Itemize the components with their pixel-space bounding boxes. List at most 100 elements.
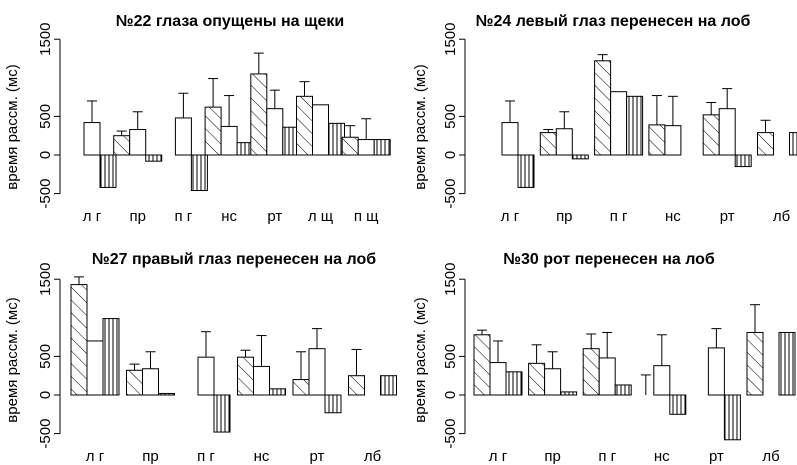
x-tick-label: п г	[175, 208, 193, 225]
x-tick-label: лб	[773, 208, 790, 225]
bar-vertical	[324, 394, 342, 414]
y-tick-label: -500	[442, 419, 459, 449]
panel-4: №30 рот перенесен на лоб время рассм. (м…	[412, 251, 796, 465]
y-tick-label: 1500	[442, 263, 459, 296]
y-axis-label: время рассм. (мс)	[4, 297, 21, 422]
panel-title: №27 правый глаз перенесен на лоб	[92, 251, 376, 268]
bar-diagonal	[702, 114, 720, 156]
bar-vertical	[789, 132, 797, 156]
y-tick-label: 0	[442, 151, 459, 159]
bar-diagonal	[250, 73, 268, 156]
y-axis-label: время рассм. (мс)	[412, 64, 429, 189]
bar-empty	[544, 368, 562, 396]
y-tick-label: 0	[37, 391, 54, 399]
bar-empty	[501, 122, 519, 156]
bar-vertical	[158, 392, 175, 396]
bar-diagonal	[582, 348, 600, 396]
bar-diagonal	[204, 106, 222, 156]
panel-body: -500 0 500 1500 л г пр п г нс рт лб	[442, 23, 797, 225]
bar-vertical	[190, 154, 208, 192]
x-tick-label: п г	[197, 448, 215, 465]
bar-vertical	[373, 139, 391, 156]
bar-vertical	[505, 371, 523, 396]
bar-diagonal	[528, 362, 546, 396]
bar-vertical	[669, 394, 687, 415]
bar-diagonal	[113, 135, 131, 156]
x-tick-label: нс	[254, 448, 270, 465]
x-tick-label: лб	[762, 448, 779, 465]
x-tick-label: нс	[665, 208, 681, 225]
bar-vertical	[380, 375, 397, 396]
bar-diagonal	[126, 369, 143, 396]
bar-vertical	[213, 394, 231, 433]
y-tick-label: 0	[442, 391, 459, 399]
bar-empty	[610, 91, 628, 156]
x-tick-label: рт	[267, 208, 282, 225]
bar-vertical	[99, 154, 117, 188]
bar-empty	[197, 356, 215, 396]
panel-2: №24 левый глаз перенесен на лоб время ра…	[412, 13, 797, 225]
x-tick-label: л г	[489, 448, 508, 465]
y-tick-label: 500	[442, 344, 459, 369]
panel-title: №30 рот перенесен на лоб	[503, 251, 715, 268]
x-tick-label: рт	[709, 448, 724, 465]
bar-diagonal	[341, 136, 359, 156]
bar-diagonal	[539, 132, 557, 156]
bar-empty	[707, 347, 725, 396]
panel-body: -500 0 500 1500 л г пр п г нс рт лб	[442, 263, 796, 465]
x-tick-label: л г	[501, 208, 520, 225]
bar-diagonal	[648, 124, 666, 156]
panel-1: №22 глаза опущены на щеки время рассм. (…	[4, 13, 391, 225]
y-tick-label: 500	[442, 104, 459, 129]
bar-empty	[598, 357, 616, 396]
y-tick-label: 500	[37, 104, 54, 129]
x-tick-label: пр	[142, 448, 158, 465]
y-tick-label: 500	[37, 344, 54, 369]
bar-empty	[664, 125, 682, 156]
bar-diagonal	[237, 356, 254, 396]
bar-empty	[266, 108, 284, 156]
bar-diagonal	[473, 334, 491, 396]
panel-body: -500 0 500 1500 л г пр п г нс рт л щ п щ	[37, 23, 391, 225]
x-tick-label: лб	[364, 448, 381, 465]
bar-empty	[174, 117, 192, 156]
y-tick-label: -500	[442, 179, 459, 209]
y-tick-label: 1500	[37, 23, 54, 56]
bar-empty	[220, 125, 238, 156]
bar-diagonal	[594, 60, 612, 156]
bar-empty	[83, 122, 101, 156]
bar-vertical	[517, 154, 535, 188]
bar-empty	[357, 139, 375, 156]
panel-body: -500 0 500 1500 л г пр п г нс рт лб	[37, 263, 397, 465]
bar-diagonal	[757, 132, 774, 156]
bar-empty	[308, 348, 326, 396]
bar-vertical	[102, 318, 120, 396]
x-tick-label: пр	[129, 208, 145, 225]
x-tick-label: нс	[221, 208, 237, 225]
bar-vertical	[614, 384, 632, 396]
bar-empty	[555, 128, 573, 156]
y-tick-label: 1500	[442, 23, 459, 56]
x-tick-label: п г	[610, 208, 628, 225]
bar-empty	[142, 368, 159, 396]
bar-empty	[653, 365, 671, 396]
bar-diagonal	[746, 331, 764, 396]
bar-vertical	[145, 154, 163, 162]
bar-vertical	[626, 95, 644, 156]
y-tick-label: -500	[37, 419, 54, 449]
x-tick-label: рт	[720, 208, 735, 225]
panel-3: №27 правый глаз перенесен на лоб время р…	[4, 251, 397, 465]
bar-vertical	[778, 331, 796, 396]
bar-vertical	[560, 391, 578, 396]
x-tick-label: пр	[556, 208, 572, 225]
x-tick-label: л г	[86, 448, 105, 465]
x-tick-label: л щ	[308, 208, 333, 225]
bar-vertical	[571, 154, 589, 160]
x-tick-label: л г	[83, 208, 102, 225]
x-tick-label: нс	[654, 448, 670, 465]
bar-diagonal	[296, 95, 313, 156]
bar-empty	[312, 104, 329, 156]
bar-empty	[253, 365, 270, 396]
x-tick-label: п г	[598, 448, 616, 465]
bar-diagonal	[348, 375, 365, 396]
